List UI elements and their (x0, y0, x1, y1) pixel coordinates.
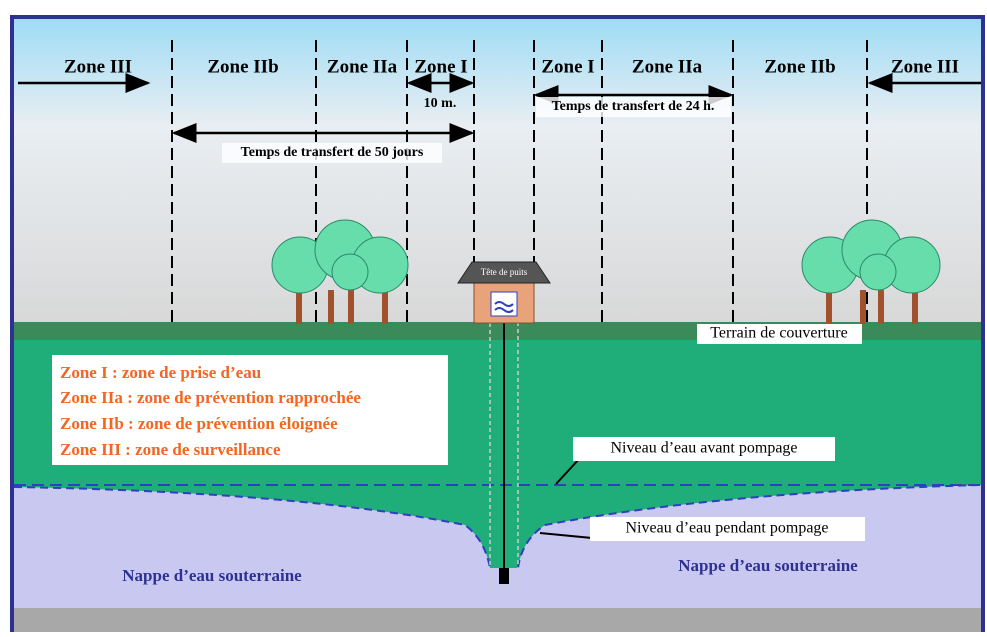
zone-label: Zone IIb (764, 56, 835, 77)
callout-line (555, 457, 581, 485)
zone-label: Zone I (414, 56, 467, 77)
label-box (590, 517, 865, 541)
transfer-label: Temps de transfert de 24 h. (552, 99, 715, 114)
aquifer (14, 485, 981, 608)
aquifer-label: Nappe d’eau souterraine (678, 556, 858, 575)
cover-label: Terrain de couverture (710, 325, 847, 342)
level-label: Niveau d’eau avant pompage (610, 440, 797, 457)
legend-item: Zone III : zone de surveillance (60, 440, 281, 459)
callout-line (539, 532, 593, 539)
bedrock (14, 608, 981, 632)
zone-label: Zone III (64, 56, 132, 77)
legend-item: Zone I : zone de prise d’eau (60, 363, 261, 382)
zone-label: Zone III (891, 56, 959, 77)
arrows (18, 73, 981, 143)
distance-label: 10 m. (424, 96, 457, 111)
label-box (697, 324, 862, 344)
zone-label: Zone IIa (632, 56, 703, 77)
zone-label: Zone I (541, 56, 594, 77)
legend-item: Zone IIa : zone de prévention rapprochée (60, 388, 361, 407)
level-label: Niveau d’eau pendant pompage (625, 520, 828, 537)
trees (271, 219, 941, 324)
zone-label: Zone IIa (327, 56, 398, 77)
label-box (222, 143, 442, 163)
drawdown-curve (13, 484, 982, 569)
legend-item: Zone IIb : zone de prévention éloignée (60, 414, 338, 433)
aquifer-label: Nappe d’eau souterraine (122, 566, 302, 585)
zone-label: Zone IIb (207, 56, 278, 77)
legend-box (52, 355, 448, 465)
zone-labels: Zone III Zone IIb Zone IIa Zone I Zone I… (64, 56, 959, 77)
well-head-label: Tête de puits (481, 267, 528, 277)
label-box (536, 97, 731, 117)
label-box (573, 437, 835, 461)
transfer-label: Temps de transfert de 50 jours (241, 145, 424, 160)
well (457, 261, 551, 588)
